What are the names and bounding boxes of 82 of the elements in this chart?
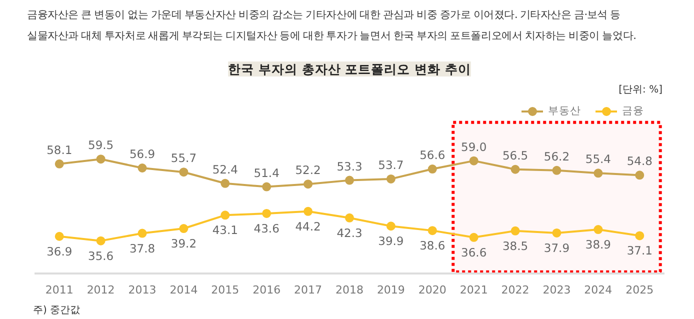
data-label: 44.2: [295, 219, 321, 234]
x-tick-label: 2017: [294, 284, 322, 296]
point: [179, 224, 188, 234]
data-label: 36.9: [46, 244, 72, 258]
point: [220, 210, 230, 220]
data-label: 38.9: [585, 238, 611, 252]
data-label: 53.3: [336, 159, 362, 174]
data-label: 43.6: [254, 221, 280, 236]
point: [179, 168, 188, 177]
point: [552, 166, 562, 175]
x-tick-label: 2011: [45, 284, 74, 296]
point: [262, 182, 272, 192]
x-tick-label: 2022: [501, 284, 530, 296]
data-label: 59.5: [88, 138, 114, 152]
data-label: 54.8: [626, 154, 652, 168]
point: [428, 164, 437, 174]
text: 실물자산과 대체 투자처로 새롭게 부각되는 디지털자산 등에 대한 투자가 늘면서 한국 부자의 포트폴리오에서 치자하는 비중이 늘었다.: [27, 30, 636, 42]
data-label: 42.3: [336, 226, 362, 240]
point: [304, 206, 313, 216]
legend-label: 금융: [622, 104, 644, 118]
data-label: 56.6: [420, 148, 446, 162]
x-tick-label: 2025: [626, 284, 654, 296]
x-tick-label: 2016: [252, 284, 281, 296]
point: [552, 228, 562, 238]
text: [단위: %]: [618, 84, 663, 96]
text: 주) 중간값: [32, 304, 80, 318]
x-tick-label: 2020: [418, 284, 446, 296]
data-label: 55.4: [585, 152, 611, 166]
data-label: 56.2: [544, 149, 570, 164]
x-tick-label: 2014: [170, 284, 198, 296]
point: [428, 226, 437, 236]
point: [594, 168, 603, 178]
x-tick-label: 2018: [336, 284, 364, 296]
data-label: 51.4: [254, 166, 280, 180]
x-tick-label: 2024: [584, 284, 612, 296]
data-label: 56.9: [129, 147, 156, 162]
text: 금융자산은 큰 변동이 없는 가운데 부동산자산 비중의 감소는 기타자산에 대한 관심과 비중 증가로 이어졌다. 기타자산은 금·보석 등: [27, 9, 620, 21]
point: [54, 232, 64, 241]
legend-label: 부동산: [548, 104, 581, 118]
data-label: 53.7: [378, 158, 404, 172]
point: [386, 222, 396, 231]
x-tick-label: 2015: [211, 284, 240, 296]
data-label: 56.5: [502, 148, 528, 162]
data-label: 37.8: [129, 241, 156, 256]
point: [510, 226, 520, 236]
point: [220, 178, 230, 188]
point: [54, 159, 64, 168]
x-tick-label: 2012: [86, 284, 115, 296]
data-label: 38.5: [502, 238, 528, 253]
point: [345, 213, 354, 222]
point: [469, 156, 478, 166]
point: [304, 180, 313, 189]
point: [594, 225, 603, 234]
point: [635, 231, 644, 240]
data-label: 55.7: [170, 151, 197, 166]
data-label: 38.6: [420, 238, 446, 253]
x-tick-label: 2019: [376, 284, 405, 296]
point: [510, 164, 520, 174]
point: [96, 154, 106, 164]
point: [386, 174, 396, 184]
data-label: 43.1: [212, 223, 238, 238]
data-label: 37.1: [626, 244, 652, 258]
data-label: 52.4: [212, 162, 238, 176]
x-tick-label: 2023: [542, 284, 571, 296]
x-tick-label: 2013: [128, 284, 156, 296]
data-label: 52.2: [295, 163, 321, 178]
point: [345, 176, 354, 185]
data-label: 39.9: [378, 234, 404, 248]
x-tick-label: 2021: [460, 284, 488, 296]
point: [138, 228, 147, 238]
point: [635, 170, 644, 180]
chart-title: 한국 부자의 총자산 포트폴리오 변화 추이: [228, 62, 471, 76]
data-label: 37.9: [544, 240, 570, 255]
data-label: 35.6: [88, 248, 114, 263]
point: [469, 232, 478, 242]
point: [262, 208, 272, 218]
data-label: 36.6: [461, 245, 487, 260]
point: [96, 236, 106, 246]
data-label: 58.1: [46, 142, 72, 157]
point: [138, 164, 147, 172]
data-label: 59.0: [461, 140, 487, 154]
data-label: 39.2: [170, 236, 197, 251]
